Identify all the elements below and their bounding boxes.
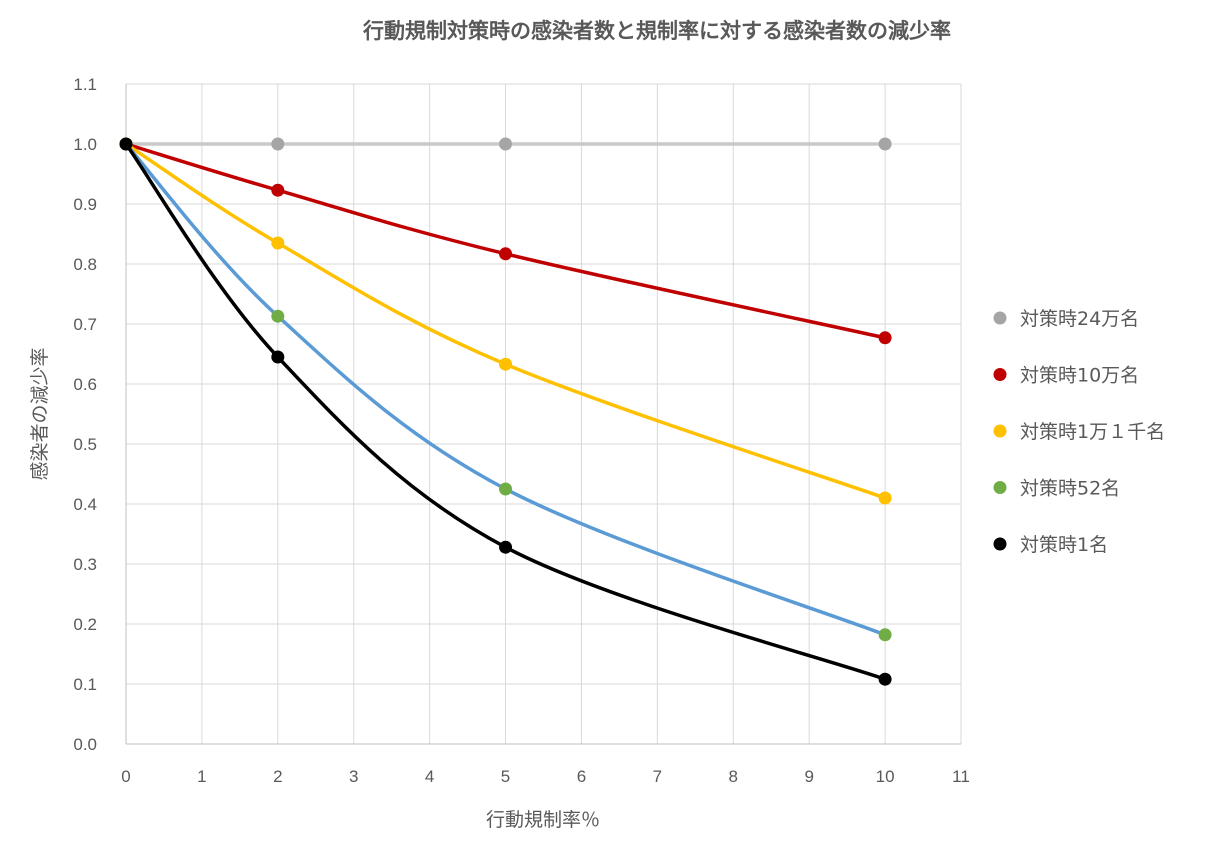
data-point [878, 672, 892, 686]
data-point [271, 183, 285, 197]
y-tick-label: 1.0 [73, 135, 97, 154]
data-point [878, 628, 892, 642]
data-point [499, 540, 513, 554]
y-tick-label: 0.3 [73, 555, 97, 574]
x-axis-label: 行動規制率％ [486, 809, 600, 831]
x-tick-label: 7 [653, 767, 662, 786]
legend-label: 対策時1万１千名 [1020, 421, 1165, 443]
x-tick-label: 10 [876, 767, 895, 786]
y-tick-label: 1.1 [73, 75, 97, 94]
data-point [499, 357, 513, 371]
x-tick-label: 2 [273, 767, 282, 786]
data-point [878, 137, 892, 151]
legend-marker [993, 368, 1007, 381]
series-0 [119, 137, 892, 151]
legend-item: 対策時1名 [993, 534, 1108, 556]
y-tick-label: 0.7 [73, 315, 97, 334]
x-tick-label: 4 [425, 767, 434, 786]
data-point [119, 137, 133, 151]
series-line [124, 142, 886, 637]
data-point [499, 247, 513, 261]
data-point [499, 137, 513, 151]
legend-item: 対策時24万名 [993, 308, 1139, 330]
x-tick-label: 0 [121, 767, 130, 786]
legend-item: 対策時52名 [993, 478, 1120, 500]
x-tick-label: 9 [804, 767, 813, 786]
y-tick-label: 0.5 [73, 435, 97, 454]
x-tick-label: 11 [952, 767, 970, 786]
legend-label: 対策時10万名 [1020, 365, 1139, 387]
y-tick-label: 0.8 [73, 255, 97, 274]
legend-label: 対策時52名 [1020, 478, 1120, 500]
series-line [125, 142, 886, 500]
data-point [499, 482, 513, 496]
x-tick-label: 6 [577, 767, 586, 786]
y-tick-label: 0.6 [73, 375, 97, 394]
data-point [271, 236, 285, 250]
legend-item: 対策時1万１千名 [993, 421, 1165, 443]
data-point [271, 309, 285, 323]
x-tick-label: 8 [729, 767, 738, 786]
x-tick-label: 1 [197, 767, 206, 786]
legend-marker [993, 481, 1007, 494]
data-point [271, 350, 285, 364]
x-tick-label: 3 [349, 767, 358, 786]
chart-title: 行動規制対策時の感染者数と規制率に対する感染者数の減少率 [362, 19, 951, 43]
y-axis-label: 感染者の減少率 [29, 347, 51, 480]
data-point [878, 331, 892, 345]
y-tick-label: 0.2 [73, 615, 97, 634]
series-line [124, 142, 886, 681]
y-tick-label: 0.4 [73, 495, 97, 514]
legend-label: 対策時1名 [1020, 534, 1108, 556]
legend-marker [993, 311, 1007, 325]
series-4 [119, 137, 892, 686]
legend-label: 対策時24万名 [1020, 308, 1139, 330]
x-tick-label: 5 [501, 767, 510, 786]
y-tick-label: 0.1 [73, 675, 97, 694]
legend-item: 対策時10万名 [993, 365, 1139, 387]
y-tick-label: 0.9 [73, 195, 97, 214]
data-point [271, 137, 285, 151]
legend-marker [993, 537, 1007, 551]
y-tick-label: 0.0 [73, 735, 97, 754]
legend-marker [993, 424, 1007, 438]
series-line [125, 142, 886, 340]
data-point [878, 491, 892, 505]
